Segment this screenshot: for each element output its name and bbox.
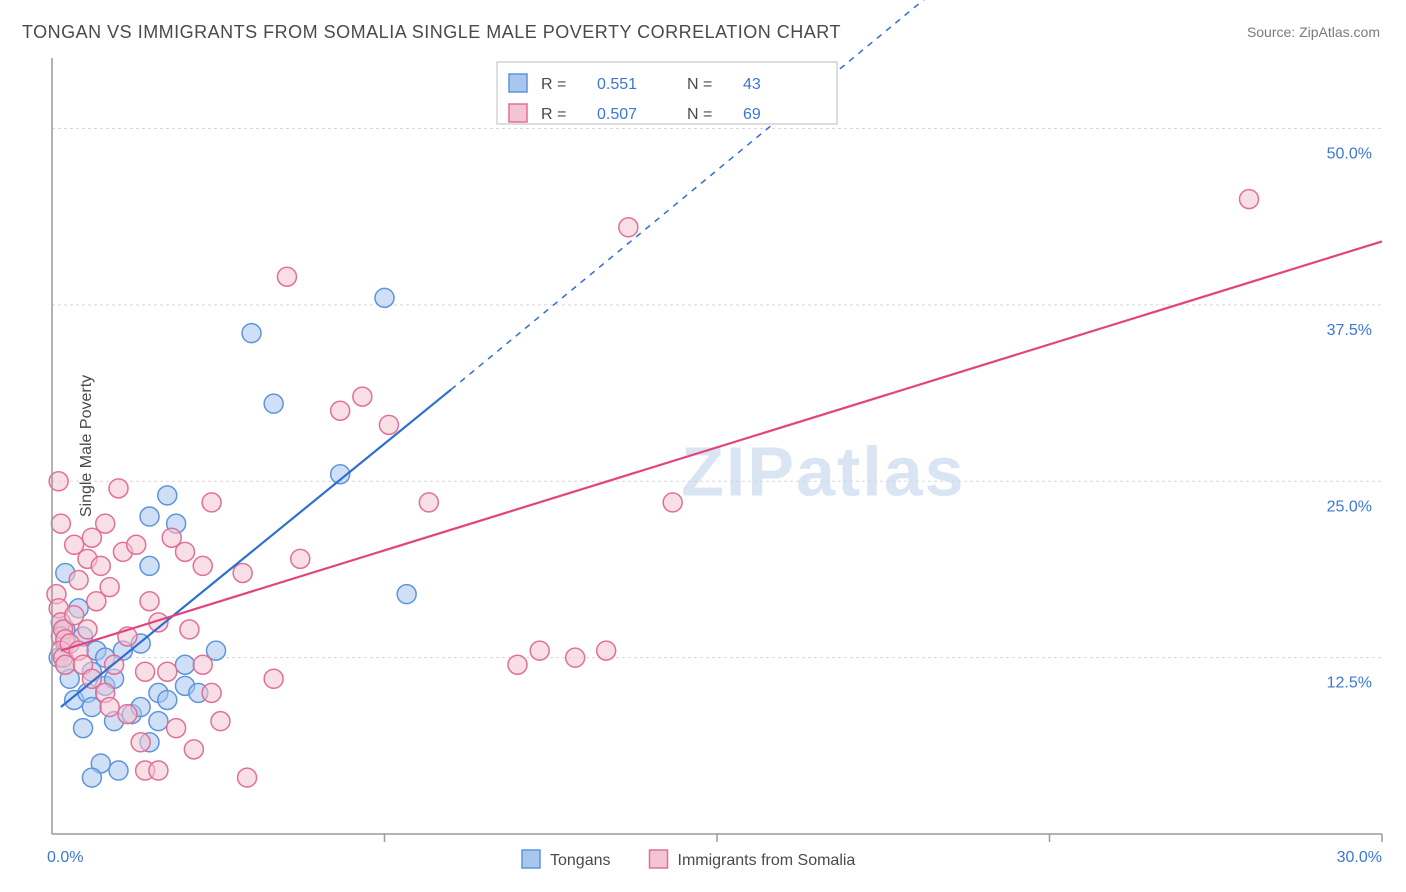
scatter-point (397, 585, 416, 604)
scatter-point (193, 556, 212, 575)
scatter-point (211, 712, 230, 731)
scatter-point (96, 514, 115, 533)
scatter-point (193, 655, 212, 674)
scatter-point (131, 733, 150, 752)
x-tick-label: 30.0% (1337, 849, 1382, 866)
scatter-point (51, 514, 70, 533)
scatter-point (264, 669, 283, 688)
scatter-point (82, 768, 101, 787)
y-tick-label: 50.0% (1327, 146, 1372, 163)
scatter-point (176, 542, 195, 561)
scatter-point (353, 387, 372, 406)
scatter-point (530, 641, 549, 660)
scatter-point (379, 415, 398, 434)
scatter-point (202, 493, 221, 512)
legend-r-value: 0.507 (597, 106, 637, 123)
scatter-point (597, 641, 616, 660)
legend-swatch (650, 850, 668, 868)
scatter-point (140, 556, 159, 575)
legend-swatch (509, 74, 527, 92)
scatter-point (158, 662, 177, 681)
scatter-point (508, 655, 527, 674)
scatter-point (291, 549, 310, 568)
legend-swatch (509, 104, 527, 122)
scatter-point (619, 218, 638, 237)
y-tick-label: 25.0% (1327, 498, 1372, 515)
scatter-point (140, 507, 159, 526)
scatter-point (136, 662, 155, 681)
scatter-point (100, 698, 119, 717)
scatter-point (242, 324, 261, 343)
scatter-point (149, 712, 168, 731)
legend-n-value: 69 (743, 106, 761, 123)
scatter-point (184, 740, 203, 759)
legend-r-label: R = (541, 106, 566, 123)
scatter-point (277, 267, 296, 286)
legend-n-value: 43 (743, 76, 761, 93)
scatter-point (238, 768, 257, 787)
legend-series-label: Immigrants from Somalia (678, 852, 856, 869)
scatter-point (127, 535, 146, 554)
scatter-point (233, 563, 252, 582)
scatter-point (202, 683, 221, 702)
scatter-point (419, 493, 438, 512)
scatter-point (69, 571, 88, 590)
scatter-point (91, 556, 110, 575)
chart-container: TONGAN VS IMMIGRANTS FROM SOMALIA SINGLE… (0, 0, 1406, 892)
legend-n-label: N = (687, 76, 712, 93)
legend-series-label: Tongans (550, 852, 611, 869)
scatter-point (158, 486, 177, 505)
scatter-point (375, 288, 394, 307)
scatter-point (118, 705, 137, 724)
scatter-point (140, 592, 159, 611)
y-tick-label: 12.5% (1327, 675, 1372, 692)
scatter-point (180, 620, 199, 639)
scatter-point (109, 761, 128, 780)
legend-swatch (522, 850, 540, 868)
legend-r-label: R = (541, 76, 566, 93)
scatter-point (167, 719, 186, 738)
scatter-point (176, 655, 195, 674)
x-tick-label: 0.0% (47, 849, 83, 866)
y-tick-label: 37.5% (1327, 322, 1372, 339)
scatter-point (1240, 190, 1259, 209)
scatter-point (566, 648, 585, 667)
legend-r-value: 0.551 (597, 76, 637, 93)
trend-line (61, 241, 1382, 650)
scatter-point (331, 401, 350, 420)
scatter-point (158, 690, 177, 709)
legend-n-label: N = (687, 106, 712, 123)
trend-line-extension (451, 0, 939, 390)
scatter-point (149, 761, 168, 780)
scatter-point (109, 479, 128, 498)
scatter-point (264, 394, 283, 413)
correlation-legend: R = 0.551 N = 43 R = 0.507 N = 69 (497, 62, 837, 124)
scatter-point (74, 719, 93, 738)
scatter-point (78, 620, 97, 639)
watermark: ZIPatlas (681, 432, 965, 510)
chart-svg: 12.5% 25.0% 37.5% 50.0% ZIPatlas 0.0% 30.0% R =… (0, 0, 1406, 892)
scatter-point (100, 578, 119, 597)
scatter-point (663, 493, 682, 512)
